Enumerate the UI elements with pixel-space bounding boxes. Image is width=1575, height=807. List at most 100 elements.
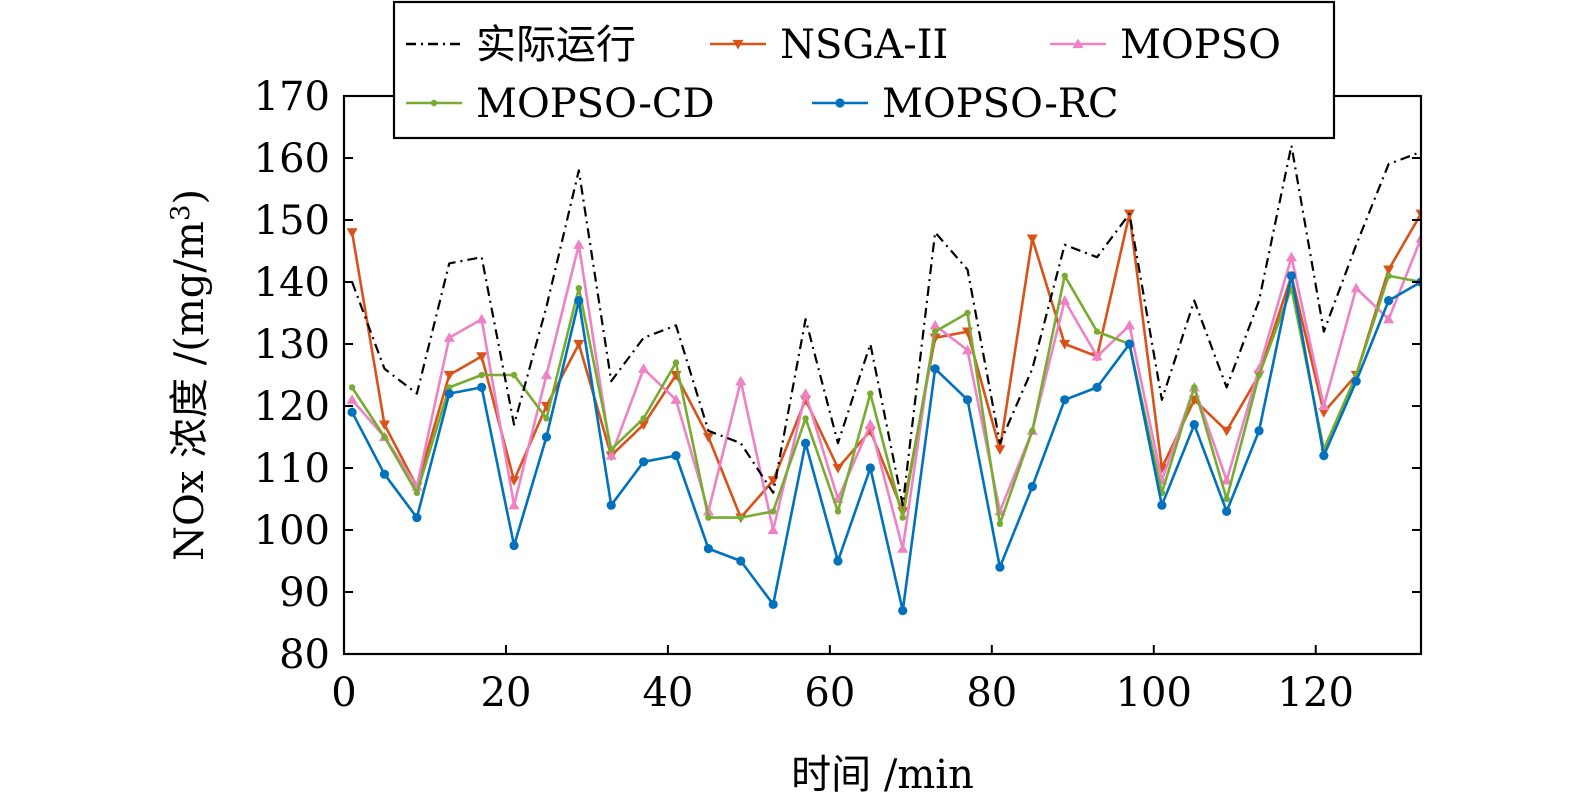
data-point: [1029, 427, 1036, 434]
data-point: [476, 313, 488, 324]
data-point: [865, 463, 875, 473]
data-point: [962, 344, 974, 355]
y-axis-label-superscript: 3: [166, 205, 196, 222]
y-tick-label: 120: [254, 384, 330, 430]
data-point: [931, 328, 939, 335]
data-point: [703, 544, 713, 554]
legend-label: MOPSO: [1120, 22, 1281, 68]
data-point: [1124, 339, 1135, 349]
series-line: [350, 274, 1421, 612]
y-tick-label: 150: [254, 198, 330, 244]
data-point: [702, 432, 714, 443]
data-point: [1059, 339, 1071, 350]
legend-item-MOPSO: MOPSO: [1050, 22, 1281, 68]
data-point: [639, 457, 649, 467]
data-point: [833, 556, 843, 566]
data-point: [800, 395, 812, 406]
data-point: [606, 500, 616, 510]
data-point: [638, 363, 650, 373]
series-group: [346, 144, 1421, 616]
data-point: [800, 388, 812, 398]
data-point: [1350, 282, 1362, 293]
data-point: [508, 476, 520, 486]
data-point: [509, 540, 519, 551]
series-MOPSO-RC: [347, 271, 1421, 616]
data-point: [412, 513, 422, 523]
data-point: [1415, 233, 1421, 243]
data-point: [1384, 296, 1394, 306]
data-point: [834, 508, 842, 515]
x-tick-label: 100: [1116, 670, 1192, 716]
data-point: [705, 514, 712, 521]
legend-label: 实际运行: [476, 22, 636, 68]
data-point: [1351, 376, 1361, 386]
data-point: [1222, 506, 1232, 516]
data-point: [1093, 328, 1101, 335]
data-point: [379, 469, 390, 479]
data-point: [929, 319, 941, 330]
data-point: [962, 395, 973, 405]
y-tick-label: 130: [254, 322, 330, 368]
data-point: [378, 420, 390, 431]
data-point: [735, 375, 747, 386]
data-point: [477, 382, 487, 392]
series-line: [351, 238, 1421, 550]
data-point: [736, 556, 746, 566]
data-point: [413, 489, 421, 496]
data-point: [1061, 272, 1068, 279]
data-point: [768, 599, 778, 610]
legend-box: [392, 0, 1336, 140]
data-point: [1060, 395, 1070, 405]
series-实际运行: [351, 144, 1421, 507]
series-line: [351, 274, 1421, 526]
data-point: [1092, 382, 1102, 392]
x-tick-label: 0: [331, 670, 356, 716]
data-point: [800, 438, 811, 448]
data-point: [832, 463, 844, 474]
data-point: [605, 450, 617, 460]
legend-swatch-marker: [1072, 38, 1084, 49]
y-axis-label-close: ): [167, 189, 213, 205]
data-point: [443, 370, 455, 381]
legend-swatch-marker: [835, 98, 845, 108]
data-point: [994, 445, 1006, 455]
data-point: [573, 339, 585, 350]
data-point: [1385, 272, 1392, 279]
plot-layer: [346, 144, 1421, 616]
data-point: [573, 239, 585, 249]
data-point: [1221, 474, 1233, 485]
y-tick-label: 110: [254, 446, 330, 492]
data-point: [996, 520, 1004, 527]
ticks-layer: 0 20 40 60 80 100 120 80 90 100 110 120 130 140 150 160…: [254, 74, 1421, 716]
legend-item-MOPSO-CD: MOPSO-CD: [406, 81, 715, 127]
data-point: [1189, 420, 1199, 430]
data-point: [640, 415, 647, 422]
data-point: [1319, 451, 1329, 461]
data-point: [638, 420, 650, 431]
data-point: [1318, 408, 1330, 418]
data-point: [767, 524, 779, 535]
data-point: [1285, 251, 1297, 262]
data-point: [1223, 495, 1230, 503]
data-point: [671, 451, 681, 461]
data-point: [897, 543, 909, 553]
legend-label: NSGA-II: [780, 22, 948, 68]
data-point: [1221, 426, 1233, 437]
data-point: [346, 228, 358, 238]
data-point: [802, 415, 809, 422]
data-point: [1383, 313, 1395, 324]
data-point: [1123, 319, 1135, 330]
data-point: [702, 505, 714, 516]
data-point: [1059, 295, 1071, 305]
data-point: [381, 433, 388, 441]
legend-swatch-marker: [430, 99, 438, 107]
y-tick-label: 80: [279, 632, 330, 678]
data-point: [1254, 426, 1264, 436]
data-point: [574, 296, 584, 306]
legend-item-NSGA-II: NSGA-II: [710, 22, 948, 68]
y-tick-label: 170: [254, 74, 330, 120]
data-point: [575, 285, 583, 292]
y-tick-label: 140: [254, 260, 330, 306]
x-tick-label: 40: [642, 670, 693, 716]
